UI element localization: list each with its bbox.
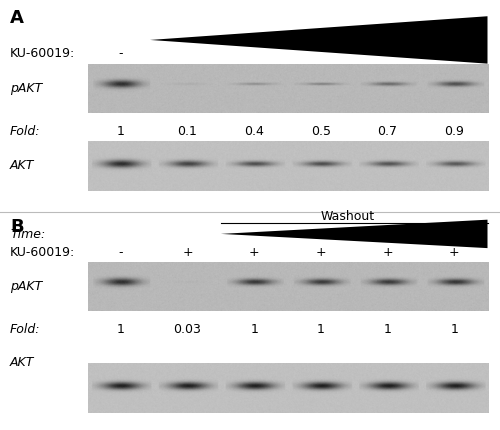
Text: AKT: AKT xyxy=(10,355,34,368)
Text: 0.9: 0.9 xyxy=(444,125,464,138)
Text: 1: 1 xyxy=(384,322,392,335)
Text: 1: 1 xyxy=(117,125,125,138)
Text: pAKT: pAKT xyxy=(10,280,42,292)
Text: 1: 1 xyxy=(450,322,458,335)
Text: Time:: Time: xyxy=(10,228,45,241)
Polygon shape xyxy=(150,17,488,64)
Text: 1: 1 xyxy=(117,322,125,335)
Text: Fold:: Fold: xyxy=(10,322,40,335)
Text: -: - xyxy=(118,47,123,60)
Text: +: + xyxy=(182,245,193,258)
Text: Washout: Washout xyxy=(320,210,374,223)
Text: 1: 1 xyxy=(250,322,258,335)
Text: AKT: AKT xyxy=(10,159,34,172)
Text: KU-60019:: KU-60019: xyxy=(10,245,75,258)
Text: A: A xyxy=(10,9,24,28)
Text: +: + xyxy=(316,245,326,258)
Text: 0.4: 0.4 xyxy=(244,125,264,138)
Text: -: - xyxy=(118,245,123,258)
Text: 0.7: 0.7 xyxy=(378,125,398,138)
Text: 1: 1 xyxy=(317,322,325,335)
Text: 0.5: 0.5 xyxy=(311,125,331,138)
Text: 0.03: 0.03 xyxy=(174,322,202,335)
Text: +: + xyxy=(449,245,460,258)
Text: +: + xyxy=(382,245,393,258)
Polygon shape xyxy=(221,220,487,249)
Text: Fold:: Fold: xyxy=(10,125,40,138)
Text: B: B xyxy=(10,217,24,235)
Text: KU-60019:: KU-60019: xyxy=(10,47,75,60)
Text: pAKT: pAKT xyxy=(10,82,42,95)
Text: +: + xyxy=(249,245,260,258)
Text: 0.1: 0.1 xyxy=(178,125,198,138)
